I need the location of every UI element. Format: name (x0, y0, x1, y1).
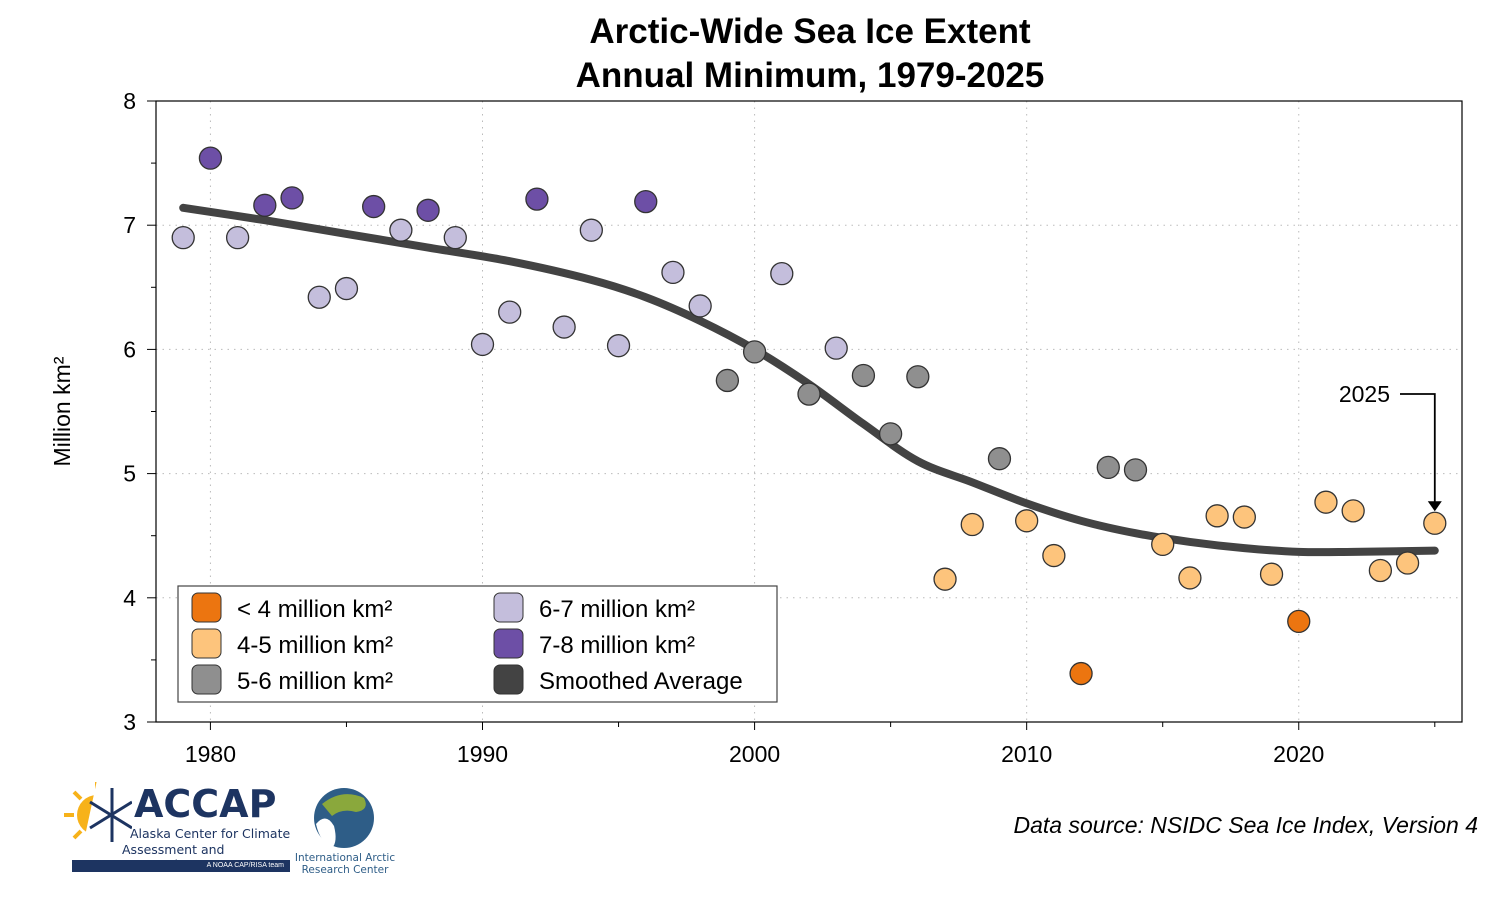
data-point (606, 334, 631, 358)
sun-snowflake-icon (64, 780, 132, 850)
accap-tagline: A NOAA CAP/RISA team (72, 860, 290, 872)
annotation: 2025 (1339, 381, 1442, 512)
data-point (362, 194, 386, 219)
data-point (389, 218, 413, 242)
data-point (797, 382, 821, 406)
data-point (1368, 558, 1393, 583)
y-tick-label: 7 (123, 212, 136, 238)
data-point (851, 363, 876, 388)
data-point (960, 512, 984, 537)
data-point (198, 146, 223, 170)
y-tick-label: 3 (123, 709, 136, 735)
data-source-note: Data source: NSIDC Sea Ice Index, Versio… (1013, 812, 1478, 838)
data-point (1232, 505, 1256, 529)
data-point (987, 447, 1012, 471)
legend-swatch (191, 628, 222, 659)
data-point (1178, 566, 1202, 590)
legend-swatch (493, 628, 524, 659)
iarc-name-2: Research Center (301, 864, 389, 876)
data-point (1205, 504, 1229, 528)
data-point (742, 340, 767, 364)
data-point (933, 567, 957, 591)
data-point (171, 225, 195, 250)
iarc-logo: International Arctic Research Center (290, 786, 400, 876)
legend-label: < 4 million km² (237, 596, 392, 623)
annotation-label: 2025 (1339, 381, 1390, 407)
accap-logo: ACCAP Alaska Center for Climate Assessme… (62, 778, 302, 874)
legend-label: 4-5 million km² (237, 632, 393, 659)
data-point (824, 336, 848, 360)
y-tick-label: 4 (123, 585, 136, 611)
data-point (470, 332, 495, 357)
y-tick-label: 5 (123, 461, 136, 487)
accap-subtitle-1: Alaska Center for Climate (130, 826, 291, 841)
data-point (225, 225, 250, 250)
y-tick-label: 6 (123, 336, 136, 362)
data-point (1042, 543, 1066, 568)
legend-label: Smoothed Average (539, 668, 743, 695)
data-point (579, 218, 603, 242)
data-point (1314, 490, 1338, 514)
data-point (1259, 562, 1284, 586)
data-point (334, 276, 359, 301)
chart-subtitle: Annual Minimum, 1979-2025 (575, 56, 1045, 95)
data-point (770, 261, 794, 286)
iarc-name-1: International Arctic (294, 852, 396, 864)
x-tick-label: 2020 (1273, 741, 1324, 767)
data-point (1423, 511, 1447, 535)
data-point (307, 285, 331, 309)
data-point (1341, 499, 1365, 523)
legend-label: 6-7 million km² (539, 596, 695, 623)
legend-swatch (191, 592, 222, 623)
data-point (552, 315, 576, 339)
arrow-head-icon (1427, 501, 1442, 512)
data-point (1015, 509, 1039, 533)
data-point (661, 260, 685, 285)
legend-swatch (191, 664, 222, 695)
data-point (634, 189, 658, 214)
legend: < 4 million km² 4-5 million km² 5-6 millio… (177, 585, 778, 703)
legend-label: 7-8 million km² (539, 632, 695, 659)
legend-swatch (493, 592, 524, 623)
x-tick-label: 2010 (1001, 741, 1052, 767)
data-point (906, 365, 930, 389)
smoothed-line-group (179, 203, 1439, 557)
data-point (1069, 661, 1093, 686)
axes: 1980 1990 2000 2010 2020 3 4 5 6 7 8 Million km² (49, 88, 1463, 767)
accap-wordmark: ACCAP (134, 782, 277, 826)
smoothed-average-line (179, 203, 1439, 557)
x-tick-label: 2000 (729, 741, 780, 767)
data-point (253, 193, 277, 217)
data-point (280, 186, 304, 210)
legend-label: 5-6 million km² (237, 668, 393, 695)
data-point (498, 300, 522, 324)
data-point (443, 225, 467, 250)
data-point (416, 198, 440, 222)
data-point (1395, 551, 1420, 575)
data-point (1287, 609, 1311, 634)
data-point (1123, 458, 1148, 482)
y-tick-label: 8 (123, 88, 136, 114)
data-point (715, 368, 740, 393)
data-point (688, 294, 712, 318)
legend-box (177, 585, 778, 703)
data-point (1151, 532, 1175, 557)
x-tick-label: 1990 (457, 741, 508, 767)
data-point (525, 187, 549, 211)
globe-icon (314, 788, 374, 848)
y-axis-label: Million km² (49, 356, 75, 466)
legend-swatch (493, 664, 524, 695)
annotation-arrow (1400, 393, 1436, 506)
x-tick-label: 1980 (185, 741, 236, 767)
data-point (878, 422, 903, 446)
points-group (171, 146, 1447, 686)
chart-title: Arctic-Wide Sea Ice Extent (589, 12, 1031, 51)
data-point (1096, 455, 1120, 480)
